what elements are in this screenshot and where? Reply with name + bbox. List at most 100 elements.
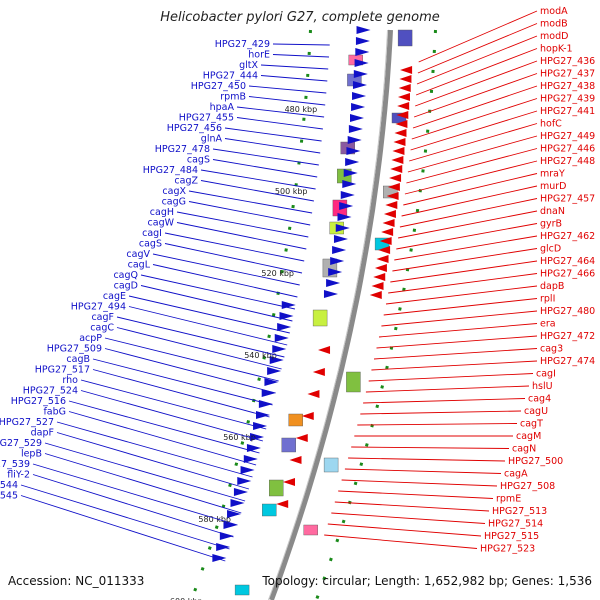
- left-leader-line: [236, 106, 325, 118]
- gene-arrow-left: [264, 378, 279, 386]
- gene-arrow-left: [269, 356, 284, 364]
- left-leader-line: [152, 253, 300, 286]
- right-leader-line: [411, 98, 538, 140]
- gene-arrow-right: [389, 174, 402, 182]
- gene-arrow-right: [398, 84, 411, 92]
- gene-arrow-right: [387, 183, 400, 191]
- left-gene-label: hpaA: [210, 102, 235, 113]
- left-gene-label: HPG27_429: [215, 39, 270, 50]
- left-gene-label: cagC: [90, 323, 114, 334]
- gene-arrow-left: [261, 389, 276, 397]
- left-leader-line: [164, 232, 305, 262]
- gene-arrow-left: [342, 180, 357, 188]
- gene-arrow-left: [340, 191, 355, 199]
- right-leader-line: [388, 273, 538, 294]
- left-gene-label: HPG27_527: [0, 417, 54, 428]
- right-leader-line: [376, 335, 538, 349]
- left-gene-label: HPG27_539: [0, 459, 30, 470]
- right-leader-line: [416, 35, 538, 85]
- left-gene-label: cagI: [142, 228, 162, 239]
- right-gene-label: HPG27_480: [540, 306, 595, 317]
- left-leader-line: [212, 159, 318, 178]
- gene-block: [397, 29, 413, 47]
- gene-arrow-left: [274, 334, 289, 342]
- left-leader-line: [128, 306, 288, 346]
- left-leader-line: [20, 495, 226, 562]
- map-title: Helicobacter pylori G27, complete genome: [160, 10, 440, 25]
- right-leader-line: [412, 85, 538, 129]
- right-leader-line: [360, 410, 522, 415]
- left-gene-label: HPG27_484: [143, 165, 198, 176]
- right-leader-line: [368, 373, 534, 382]
- gene-block: [323, 457, 339, 473]
- gene-arrow-left: [272, 345, 287, 353]
- left-leader-line: [68, 411, 257, 466]
- right-gene-label: cagU: [524, 406, 548, 417]
- gene-arrow-left: [356, 26, 371, 34]
- gene-arrow-left: [230, 499, 245, 507]
- ruler-tick-label: 520 kbp: [261, 269, 294, 278]
- right-leader-line: [385, 285, 538, 305]
- right-leader-line: [338, 490, 494, 499]
- left-gene-label: HPG27_544: [0, 480, 18, 491]
- gene-arrow-right: [379, 237, 392, 245]
- right-gene-label: HPG27_508: [500, 481, 555, 492]
- right-leader-line: [401, 185, 538, 217]
- right-leader-line: [399, 198, 538, 228]
- right-gene-label: cagN: [512, 444, 536, 455]
- right-gene-label: era: [540, 319, 556, 330]
- gene-arrow-left: [212, 554, 227, 562]
- gene-arrow-right: [394, 129, 407, 137]
- left-gene-label: HPG27_450: [191, 81, 246, 92]
- gene-arrow-right: [397, 93, 410, 101]
- gene-arrow-left: [258, 400, 273, 408]
- gene-arrow-left: [237, 477, 252, 485]
- gene-arrow-right: [385, 201, 398, 209]
- right-leader-line: [334, 501, 490, 512]
- right-gene-label: HPG27_448: [540, 156, 595, 167]
- gene-arrow-left: [354, 59, 369, 67]
- left-leader-line: [80, 379, 267, 430]
- right-gene-label: murD: [540, 181, 567, 192]
- gene-arrow-left: [348, 125, 363, 133]
- left-leader-line: [140, 274, 295, 310]
- right-leader-line: [363, 398, 526, 404]
- gene-arrow-right: [282, 478, 295, 486]
- gene-arrow-right: [391, 156, 404, 164]
- right-leader-line: [410, 110, 538, 151]
- gene-arrow-left: [337, 213, 352, 221]
- gene-arrow-left: [279, 312, 294, 320]
- gene-arrow-right: [289, 456, 302, 464]
- gene-arrow-right: [397, 102, 410, 110]
- right-leader-line: [381, 310, 538, 327]
- left-leader-line: [260, 75, 328, 82]
- left-leader-line: [32, 463, 238, 526]
- right-leader-line: [383, 298, 538, 316]
- gene-arrow-right: [400, 66, 413, 74]
- right-leader-line: [373, 348, 538, 360]
- gene-arrow-left: [223, 521, 238, 529]
- gene-block: [288, 413, 303, 427]
- left-gene-label: HPG27_455: [179, 113, 234, 124]
- right-gene-label: HPG27_515: [484, 531, 539, 542]
- gene-arrow-left: [328, 268, 343, 276]
- gene-arrow-left: [267, 367, 282, 375]
- left-gene-label: cagD: [114, 281, 138, 292]
- gene-arrow-left: [332, 246, 347, 254]
- right-gene-label: HPG27_472: [540, 331, 595, 342]
- gene-arrow-left: [355, 48, 370, 56]
- gene-arrow-right: [369, 291, 382, 299]
- left-leader-line: [56, 432, 250, 490]
- left-leader-line: [224, 138, 321, 154]
- right-gene-label: HPG27_466: [540, 269, 595, 280]
- right-leader-line: [371, 360, 538, 371]
- right-gene-label: mraY: [540, 169, 565, 180]
- left-gene-label: HPG27_516: [11, 396, 66, 407]
- gene-arrow-left: [330, 257, 345, 265]
- right-gene-label: HPG27_513: [492, 506, 547, 517]
- gene-arrow-right: [376, 255, 389, 263]
- right-leader-line: [348, 457, 506, 462]
- gene-arrow-left: [345, 158, 360, 166]
- gene-arrow-right: [383, 210, 396, 218]
- right-gene-label: HPG27_436: [540, 56, 595, 67]
